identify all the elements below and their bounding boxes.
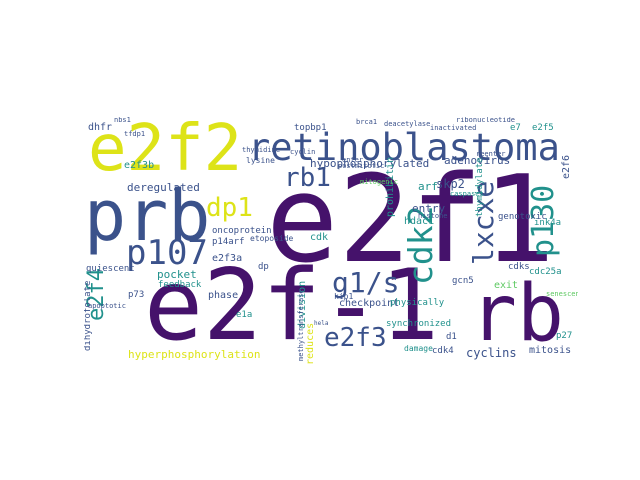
cloud-word: deregulated	[127, 181, 200, 194]
cloud-word: quiescent	[86, 264, 135, 274]
cloud-word: adenovirus	[444, 154, 511, 167]
cloud-word: tfdp1	[124, 130, 146, 138]
cloud-word: postmitotic	[338, 162, 385, 170]
cloud-word: cdc25a	[529, 267, 562, 277]
cloud-word: brca1	[356, 118, 378, 126]
cloud-word: inactivated	[430, 124, 477, 132]
cloud-word: e2f6	[561, 154, 572, 179]
cloud-word: mitosis	[529, 345, 572, 356]
word-cloud: e2f1 e2f-1 prb e2f2 rb retinoblastoma cd…	[84, 117, 578, 368]
cloud-word: rb	[470, 269, 564, 359]
cloud-word: feedback	[158, 280, 202, 290]
cloud-word: prb	[84, 175, 211, 257]
cloud-word: oncoprotein	[212, 226, 272, 236]
cloud-word: hdac1	[404, 216, 435, 227]
cloud-word: cdk	[310, 232, 329, 243]
cloud-word: etoposide	[250, 234, 294, 243]
cloud-word: skp2	[436, 177, 465, 191]
cloud-word: p27	[556, 331, 573, 341]
cloud-word: e2f5	[532, 123, 554, 133]
cloud-word: e2f3a	[212, 253, 243, 264]
cloud-word: e2f-1	[144, 249, 440, 363]
cloud-word: prohibitin	[385, 156, 396, 217]
cloud-word: reduces	[305, 322, 316, 365]
cloud-word: reenter	[476, 150, 506, 158]
cloud-word: mitogenic	[360, 178, 398, 186]
cloud-word: entry	[412, 202, 446, 215]
cloud-word: thymidine	[242, 146, 280, 154]
cloud-word: phase	[208, 290, 239, 301]
cloud-word: cdk4	[432, 346, 454, 356]
cloud-word: topbp1	[294, 123, 327, 133]
cloud-word: apoptotic	[88, 302, 126, 310]
cloud-word: p107	[126, 233, 208, 273]
cloud-word: cyclin	[290, 148, 316, 156]
cloud-word: histone	[418, 212, 448, 220]
cloud-word: checkpoint	[339, 298, 400, 309]
cloud-word: deacetylase	[384, 120, 431, 128]
cloud-word: cyclins	[466, 346, 517, 360]
cloud-word: e2f1	[266, 151, 555, 290]
cloud-word: g1/s	[332, 266, 400, 299]
cloud-word: caspases	[450, 190, 484, 198]
cloud-word: senescence	[546, 290, 578, 298]
cloud-word: ink4a	[534, 218, 562, 228]
cloud-word: e2f2	[88, 117, 243, 186]
cloud-word: p73	[128, 290, 145, 300]
cloud-word: cdks	[508, 262, 530, 272]
cloud-word: hyperphosphorylation	[128, 348, 261, 361]
cloud-word: dp1	[206, 193, 253, 223]
cloud-word: synchronized	[386, 319, 452, 329]
cloud-word: hypophosphorylated	[310, 157, 430, 170]
cloud-word: ribonucleotide	[456, 117, 516, 124]
cloud-word: e2f3	[324, 323, 387, 353]
cloud-word: rb1	[284, 163, 331, 193]
cloud-word: thymidylate	[475, 157, 485, 217]
cloud-word: nbs1	[114, 117, 131, 124]
cloud-word: exit	[494, 280, 519, 291]
cloud-word: physically	[390, 298, 445, 308]
cloud-word: e2f3b	[124, 160, 155, 171]
cloud-word: dihydrofolate	[84, 280, 93, 351]
cloud-word: hela	[314, 320, 329, 327]
cloud-word: e7	[510, 123, 521, 133]
cloud-word: p14arf	[212, 237, 245, 247]
cloud-word: gcn5	[452, 276, 474, 286]
cloud-word: arf	[418, 180, 438, 193]
cloud-word: methyltransferase	[297, 289, 305, 361]
cloud-word: damage	[404, 344, 433, 353]
cloud-word: retinoblastoma	[248, 126, 560, 169]
cloud-word: dhfr	[88, 122, 113, 133]
cloud-word: genotoxic	[498, 212, 547, 222]
cloud-word: kip1	[334, 292, 354, 301]
cloud-word: d1	[446, 332, 457, 342]
cloud-word: enter	[342, 156, 364, 164]
cloud-word: lysine	[246, 156, 275, 165]
cloud-word: dp	[258, 262, 269, 272]
cloud-word: pocket	[157, 268, 197, 281]
cloud-word: e1a	[236, 310, 253, 320]
